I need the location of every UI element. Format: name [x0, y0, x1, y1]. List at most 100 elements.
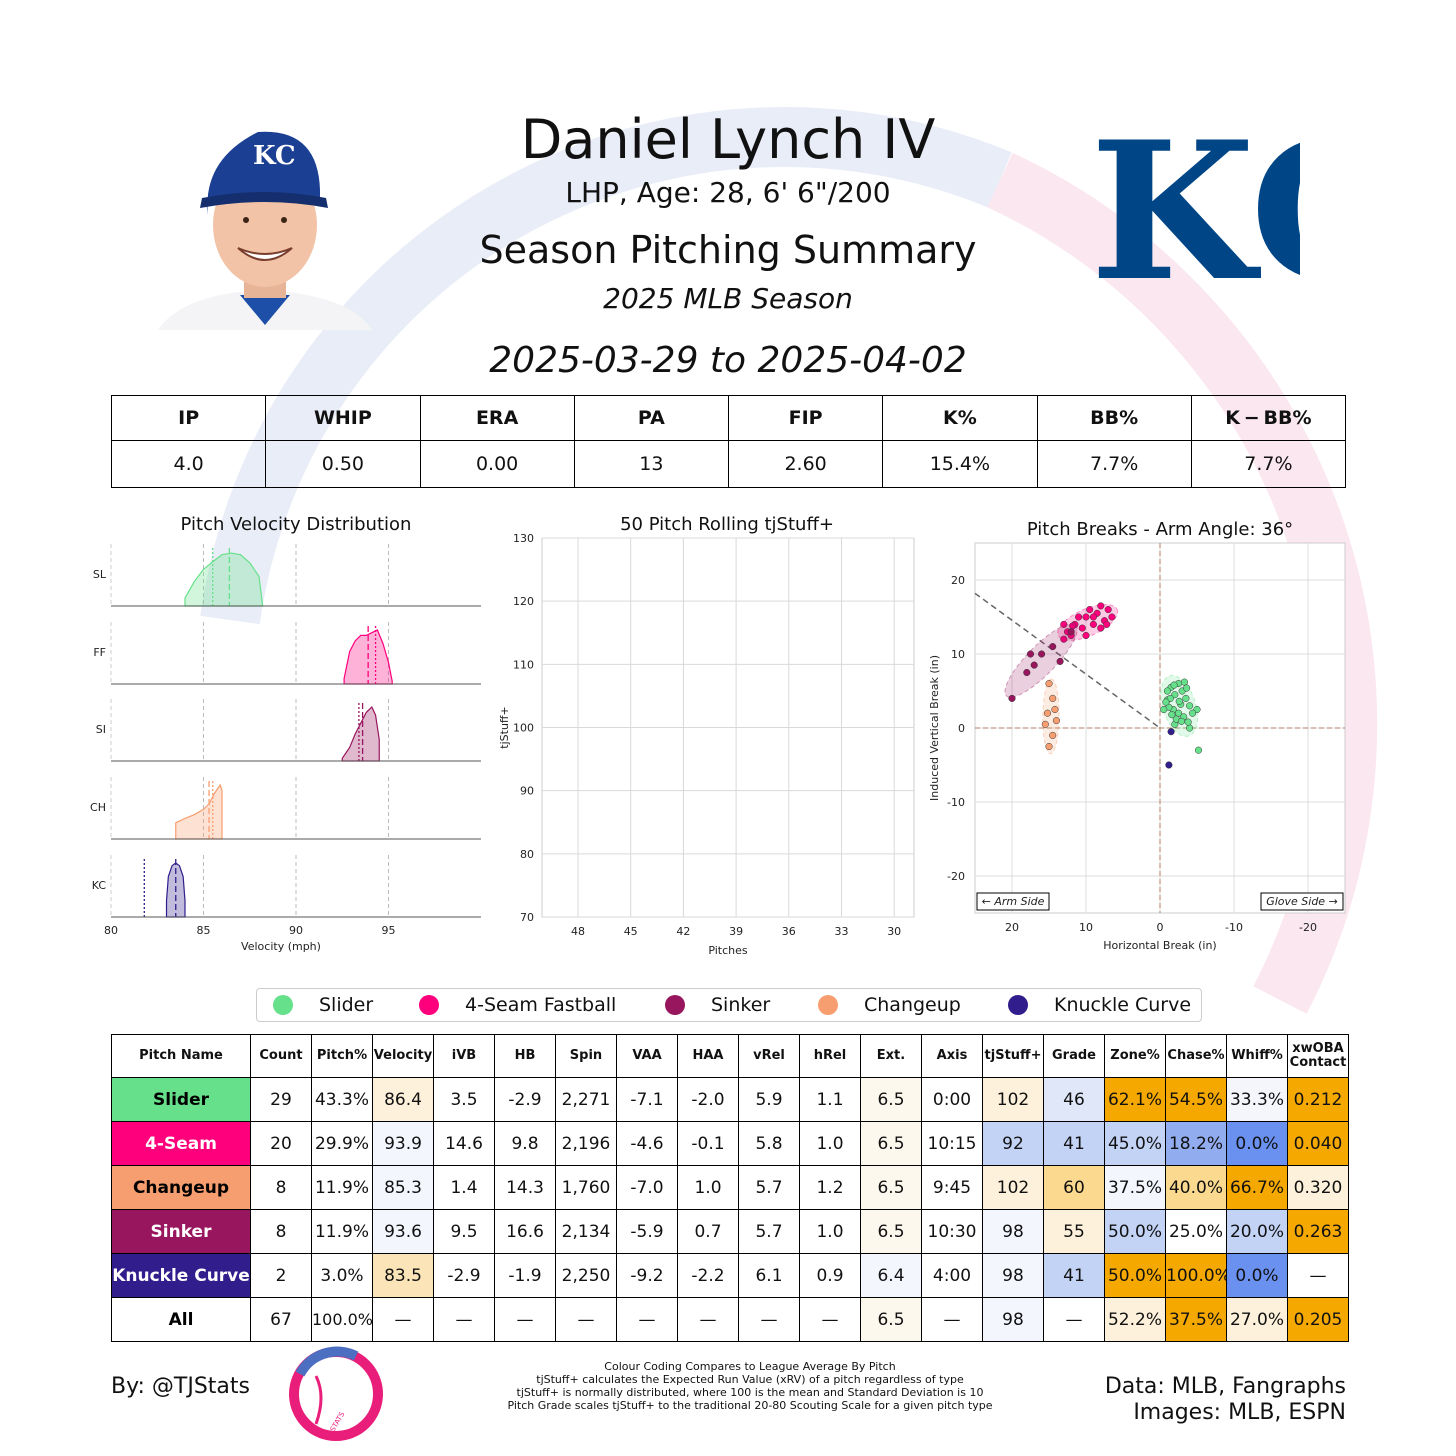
pitch-metrics-table: Pitch Name Count Pitch% Velocity iVB HB Spin VA… [111, 1034, 1349, 1342]
table-cell: 0.205 [1287, 1297, 1349, 1342]
table-cell: 40.0% [1165, 1165, 1227, 1210]
table-cell: 8 [250, 1209, 312, 1254]
y-tick-label: -10 [947, 796, 965, 809]
table-cell: 37.5% [1165, 1297, 1227, 1342]
y-tick-label: 0 [958, 722, 965, 735]
stat-header: ERA [419, 395, 575, 441]
table-cell: 0.0% [1226, 1121, 1288, 1166]
stat-header: K% [882, 395, 1038, 441]
break-point [1049, 731, 1057, 739]
table-cell: 25.0% [1165, 1209, 1227, 1254]
break-point [1184, 718, 1192, 726]
table-cell: 5.9 [738, 1077, 800, 1122]
break-point [1186, 702, 1194, 710]
table-cell: 33.3% [1226, 1077, 1288, 1122]
table-cell: 1.0 [799, 1209, 861, 1254]
table-cell: 6.5 [860, 1077, 922, 1122]
table-cell: — [738, 1297, 800, 1342]
table-cell: 11.9% [311, 1209, 373, 1254]
table-cell: 50.0% [1104, 1209, 1166, 1254]
y-tick-label: 120 [513, 595, 534, 608]
break-point [1045, 742, 1053, 751]
table-cell: 0.212 [1287, 1077, 1349, 1122]
legend-label: Slider [319, 994, 374, 1016]
legend-label: Sinker [711, 994, 771, 1016]
break-point [1097, 602, 1105, 610]
break-point [1052, 717, 1060, 725]
column-header: Axis [921, 1034, 983, 1078]
density-ch [175, 783, 223, 840]
table-cell: 1.0 [677, 1165, 739, 1210]
x-tick-label: 48 [571, 925, 585, 938]
table-cell: 67 [250, 1297, 312, 1342]
table-cell: 2,271 [555, 1077, 617, 1122]
break-point [1056, 657, 1064, 665]
x-tick-label: 33 [835, 925, 849, 938]
table-cell: -2.0 [677, 1077, 739, 1122]
x-tick-label: 90 [289, 924, 303, 937]
table-cell: 2,250 [555, 1253, 617, 1298]
break-point [1082, 631, 1090, 640]
player-headshot: KC [158, 131, 372, 330]
x-tick-label: 42 [676, 925, 690, 938]
column-header: iVB [433, 1034, 495, 1078]
summary-title: Season Pitching Summary [479, 228, 977, 272]
table-row: Sinker 8 11.9% 93.6 9.5 16.6 2,134 -5.9 0.7 5.7 1.… [111, 1209, 1349, 1254]
table-cell: 2,134 [555, 1209, 617, 1254]
table-cell: 98 [982, 1253, 1044, 1298]
column-header: Grade [1043, 1034, 1105, 1078]
date-range: 2025-03-29 to 2025-04-02 [489, 340, 967, 381]
pitch-name-cell: All [111, 1297, 251, 1342]
note-line: tjStuff+ calculates the Expected Run Val… [536, 1373, 964, 1386]
glove-side-box [1260, 892, 1344, 911]
table-cell: 52.2% [1104, 1297, 1166, 1342]
table-cell: 10:30 [921, 1209, 983, 1254]
table-cell: — [1287, 1253, 1349, 1298]
table-cell: 3.5 [433, 1077, 495, 1122]
break-point [1182, 694, 1190, 702]
y-tick-label: -20 [947, 870, 965, 883]
row-label: KC [92, 879, 107, 892]
break-point [1026, 650, 1035, 658]
table-cell: 14.3 [494, 1165, 556, 1210]
column-header: Whiff% [1226, 1034, 1288, 1078]
rolling-chart-title: 50 Pitch Rolling tjStuff+ [620, 514, 834, 535]
table-cell: 2 [250, 1253, 312, 1298]
break-point [1103, 620, 1111, 628]
season-stats-table: IP WHIP ERA PA FIP K% BB% K − BB% 4.0 0.50 0.00 13… [110, 395, 1347, 488]
x-tick-label: 30 [887, 925, 901, 938]
arm-side-box [976, 892, 1050, 911]
column-header: Zone% [1104, 1034, 1166, 1078]
x-axis-label: Pitches [708, 944, 748, 957]
break-point [1175, 697, 1183, 705]
table-cell: 98 [982, 1297, 1044, 1342]
table-cell: — [433, 1297, 495, 1342]
break-point [1097, 624, 1105, 632]
column-header: VAA [616, 1034, 678, 1078]
table-cell: 9.8 [494, 1121, 556, 1166]
break-point [1049, 694, 1057, 702]
table-cell: — [372, 1297, 434, 1342]
footer-notes: Colour Coding Compares to League Average… [450, 1360, 1050, 1412]
break-point [1165, 761, 1173, 769]
legend-label: Changeup [864, 994, 961, 1016]
column-header: Pitch Name [111, 1034, 251, 1078]
break-point [1183, 684, 1191, 692]
table-row: Knuckle Curve 2 3.0% 83.5 -2.9 -1.9 2,250 -9.2-… [111, 1253, 1349, 1298]
table-cell: 55 [1043, 1209, 1105, 1254]
table-row: Changeup 8 11.9% 85.3 1.4 14.3 1,760 -7.0 1.0 5.7… [111, 1165, 1349, 1210]
break-point [1045, 680, 1053, 688]
break-point [1086, 606, 1094, 614]
column-header: HAA [677, 1034, 739, 1078]
glove-side-label: Glove Side → [1266, 895, 1338, 908]
table-cell: 41 [1043, 1253, 1105, 1298]
legend-dot-sinker [665, 995, 685, 1015]
table-cell: -2.9 [433, 1253, 495, 1298]
table-cell: 9:45 [921, 1165, 983, 1210]
table-cell: — [677, 1297, 739, 1342]
stat-header: IP [110, 395, 267, 441]
legend-item-changeup: Changeup [818, 989, 961, 1021]
break-point [1108, 613, 1116, 621]
break-point [1089, 620, 1097, 628]
table-cell: 41 [1043, 1121, 1105, 1166]
